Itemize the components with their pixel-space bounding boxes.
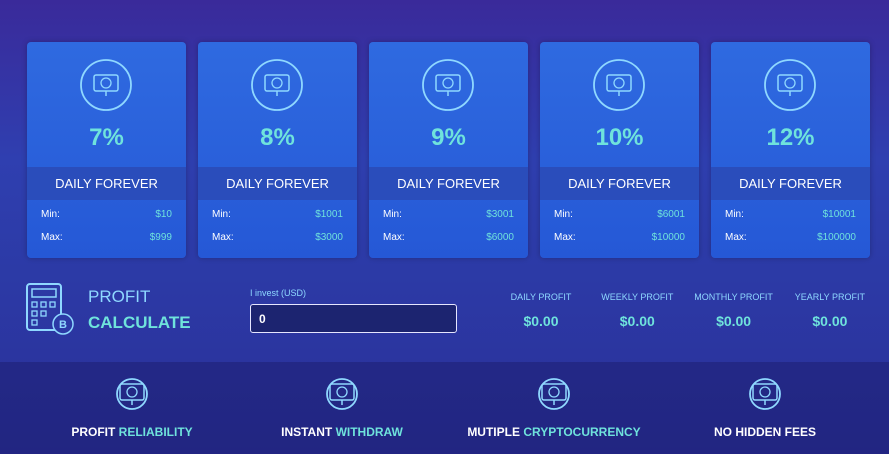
feature-text: RELIABILITY <box>118 425 193 439</box>
feature-text: MUTIPLE <box>467 425 520 439</box>
plan-rate: 12% <box>766 124 815 151</box>
plan-label: DAILY FOREVER <box>540 167 699 200</box>
row-value: $1001 <box>315 209 343 220</box>
row-value: $999 <box>149 232 172 243</box>
result-value: $0.00 <box>716 313 752 329</box>
plan-card: 12% DAILY FOREVER Min: $10001 Max: $100000 <box>711 42 870 258</box>
row-value: $10000 <box>651 232 685 243</box>
plan-rate: 9% <box>431 124 466 151</box>
plan-card: 7% DAILY FOREVER Min: $10 Max: $999 <box>27 42 186 258</box>
plan-card: 10% DAILY FOREVER Min: $6001 Max: $10000 <box>540 42 699 258</box>
icon <box>764 59 816 111</box>
plan-rate: 8% <box>260 124 295 151</box>
plan-card: 9% DAILY FOREVER Min: $3001 Max: $6000 <box>369 42 528 258</box>
invest-input[interactable]: 0 <box>250 304 457 333</box>
row-label: Max: <box>41 232 63 243</box>
result-value: $0.00 <box>619 313 655 329</box>
plan-label: DAILY FOREVER <box>711 167 870 200</box>
icon <box>80 59 132 111</box>
feature-label: PROFIT RELIABILITY <box>22 425 242 439</box>
row-label: Max: <box>725 232 747 243</box>
calc-subtitle: CALCULATE <box>88 313 191 332</box>
feature-label: NO HIDDEN FEES <box>655 425 875 439</box>
input-label: I invest (USD) <box>250 288 307 298</box>
feature-text: CRYPTOCURRENCY <box>523 425 641 439</box>
result-label: MONTHLY PROFIT <box>694 292 773 302</box>
row-value: $6000 <box>486 232 514 243</box>
result-label: YEARLY PROFIT <box>794 292 865 302</box>
row-label: Min: <box>41 209 60 220</box>
icon <box>326 378 358 410</box>
row-label: Min: <box>212 209 231 220</box>
feature-text: INSTANT <box>281 425 333 439</box>
row-label: Max: <box>554 232 576 243</box>
svg-text:B: B <box>59 319 67 331</box>
feature-band <box>0 362 889 454</box>
row-value: $10 <box>155 209 172 220</box>
icon <box>116 378 148 410</box>
row-label: Min: <box>383 209 402 220</box>
row-label: Max: <box>383 232 405 243</box>
row-value: $3001 <box>486 209 514 220</box>
result-value: $0.00 <box>812 313 848 329</box>
feature-label: INSTANT WITHDRAW <box>232 425 452 439</box>
row-value: $100000 <box>817 232 856 243</box>
row-value: $3000 <box>315 232 343 243</box>
icon <box>593 59 645 111</box>
plan-label: DAILY FOREVER <box>198 167 357 200</box>
plan-label: DAILY FOREVER <box>27 167 186 200</box>
feature-label: MUTIPLE CRYPTOCURRENCY <box>444 425 664 439</box>
result-value: $0.00 <box>523 313 559 329</box>
icon <box>538 378 570 410</box>
plan-card: 8% DAILY FOREVER Min: $1001 Max: $3000 <box>198 42 357 258</box>
row-label: Min: <box>725 209 744 220</box>
row-label: Max: <box>212 232 234 243</box>
input-value: 0 <box>259 312 266 326</box>
calculator-icon: B <box>26 283 74 335</box>
plan-rate: 10% <box>595 124 644 151</box>
row-value: $6001 <box>657 209 685 220</box>
calc-title: PROFIT <box>88 287 151 306</box>
row-label: Min: <box>554 209 573 220</box>
icon <box>422 59 474 111</box>
row-value: $10001 <box>822 209 856 220</box>
plan-rate: 7% <box>89 124 124 151</box>
result-label: WEEKLY PROFIT <box>601 292 674 302</box>
plan-label: DAILY FOREVER <box>369 167 528 200</box>
feature-text: WITHDRAW <box>335 425 403 439</box>
result-label: DAILY PROFIT <box>510 292 572 302</box>
icon <box>251 59 303 111</box>
feature-text: PROFIT <box>71 425 116 439</box>
icon <box>749 378 781 410</box>
feature-text: NO HIDDEN FEES <box>713 425 816 439</box>
